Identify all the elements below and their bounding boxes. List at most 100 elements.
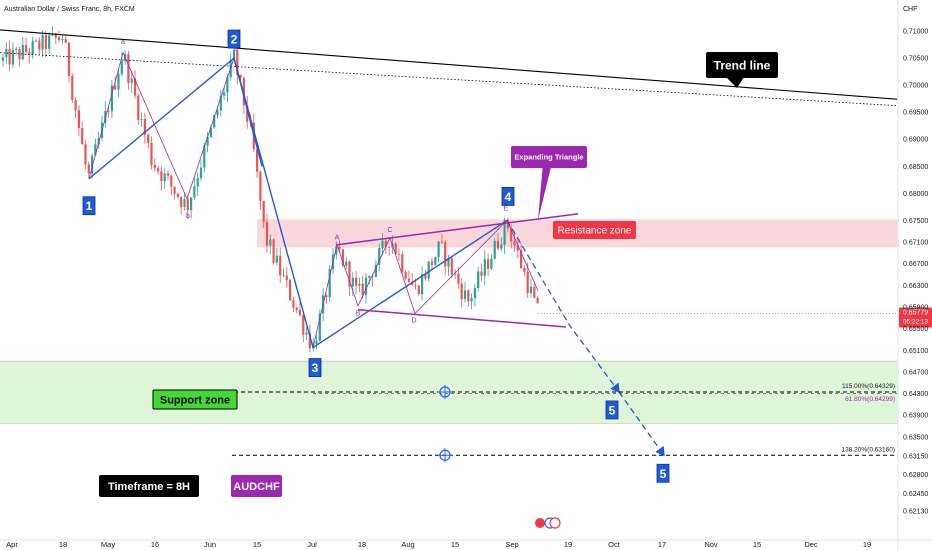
candle-body bbox=[232, 50, 236, 60]
chart-title: Australian Dollar / Swiss Franc, 8h, FXC… bbox=[4, 6, 135, 13]
candle-body bbox=[325, 295, 328, 298]
candle-body bbox=[226, 77, 229, 93]
candle-body bbox=[209, 127, 212, 137]
candle-body bbox=[348, 261, 351, 287]
candle-body bbox=[81, 128, 84, 145]
candle-body bbox=[74, 99, 77, 111]
candle-body bbox=[351, 277, 354, 287]
trend-line-callout-text: Trend line bbox=[714, 58, 771, 72]
fib-marker-icon bbox=[438, 448, 452, 463]
candle-body bbox=[345, 261, 348, 267]
candle-body bbox=[355, 277, 358, 286]
candle-body bbox=[117, 74, 120, 90]
candle-body bbox=[483, 259, 486, 276]
candle-body bbox=[54, 33, 57, 38]
resistance-label-text: Resistance zone bbox=[558, 226, 632, 237]
candle-body bbox=[94, 144, 97, 156]
candle-body bbox=[25, 44, 28, 52]
candle-body bbox=[41, 34, 44, 50]
candle-body bbox=[440, 241, 443, 243]
x-tick-label: Jul bbox=[307, 540, 317, 549]
candle-body bbox=[133, 78, 137, 96]
candle-body bbox=[153, 164, 156, 169]
candle-body bbox=[199, 167, 203, 179]
candle-body bbox=[496, 240, 500, 249]
candle-body bbox=[143, 119, 146, 135]
candle-body bbox=[500, 244, 503, 249]
y-tick-label: 0.62800 bbox=[903, 472, 928, 479]
candle-body bbox=[520, 250, 523, 268]
projection-wave5-second bbox=[618, 391, 665, 457]
candle-body bbox=[414, 285, 417, 286]
candle-body bbox=[305, 332, 308, 335]
candle-body bbox=[526, 271, 529, 294]
candle-body bbox=[11, 49, 14, 65]
x-axis: Apr 18 May 16 Jun 15 Jul 18 Aug 15 Sep 19 Oct 17 Nov 15… bbox=[0, 539, 932, 549]
x-tick-label: 17 bbox=[658, 540, 666, 549]
y-tick-label: 0.70000 bbox=[903, 83, 928, 90]
candle-body bbox=[295, 307, 298, 311]
y-tick-label: 0.62450 bbox=[903, 491, 928, 498]
candle-body bbox=[298, 310, 302, 315]
candle-body bbox=[503, 219, 506, 245]
candle-body bbox=[467, 290, 470, 302]
candle-body bbox=[529, 286, 533, 294]
x-tick-label: Oct bbox=[608, 540, 621, 549]
y-tick-label: 0.69500 bbox=[903, 110, 928, 117]
candle-body bbox=[480, 271, 483, 276]
candle-body bbox=[437, 241, 440, 258]
candle-body bbox=[114, 85, 117, 90]
candle-body bbox=[206, 136, 209, 146]
candle-body bbox=[444, 242, 447, 267]
candle-body bbox=[454, 273, 457, 275]
candle-body bbox=[180, 197, 183, 208]
candle-body bbox=[364, 277, 368, 295]
candle-body bbox=[48, 35, 51, 49]
sub-wave-label-a: A bbox=[335, 235, 340, 242]
fib-618-label: 61.80%(0.64299) bbox=[845, 396, 895, 403]
candle-body bbox=[516, 245, 519, 251]
candle-body bbox=[279, 255, 282, 276]
candle-body bbox=[107, 110, 110, 112]
candle-body bbox=[18, 49, 21, 60]
wave-3-label: 3 bbox=[312, 361, 319, 375]
candle-body bbox=[87, 164, 90, 174]
x-tick-label: Aug bbox=[401, 540, 414, 549]
candle-body bbox=[394, 243, 397, 254]
y-tick-label: 0.71000 bbox=[903, 29, 928, 36]
candle-body bbox=[430, 261, 434, 266]
candle-body bbox=[157, 168, 160, 172]
candle-body bbox=[460, 283, 463, 300]
y-tick-label: 0.66300 bbox=[903, 283, 928, 290]
trend-line-dotted bbox=[0, 52, 898, 107]
candle-body bbox=[173, 186, 176, 194]
candle-body bbox=[397, 253, 401, 255]
candle-body bbox=[28, 51, 31, 55]
wave-4-badge bbox=[501, 187, 515, 206]
symbol-callout-box bbox=[231, 475, 282, 497]
candle-body bbox=[285, 275, 288, 281]
last-price-value: 0.65779 bbox=[903, 310, 928, 317]
x-tick-label: 18 bbox=[358, 540, 366, 549]
candle-body bbox=[196, 178, 199, 187]
candle-body bbox=[473, 288, 476, 299]
candle-body bbox=[407, 278, 410, 283]
wave-1-badge bbox=[82, 196, 96, 216]
sub-wave-label-e: E bbox=[504, 205, 509, 212]
sub-wave-label-a: a bbox=[121, 39, 125, 46]
fib-marker-icon bbox=[438, 385, 452, 400]
y-tick-label: 0.63150 bbox=[903, 453, 928, 460]
support-label-box bbox=[152, 389, 238, 410]
candle-body bbox=[176, 193, 179, 198]
candle-body bbox=[61, 39, 64, 41]
sub-wave-label-c: C bbox=[387, 227, 392, 234]
candle-body bbox=[246, 105, 249, 122]
last-price-badge bbox=[899, 307, 932, 328]
candle-body bbox=[186, 199, 189, 211]
y-tick-label: 0.70500 bbox=[903, 56, 928, 63]
candle-body bbox=[378, 247, 381, 265]
wave-5-label: 5 bbox=[660, 467, 667, 481]
candle-body bbox=[160, 171, 163, 182]
wave-3-badge bbox=[308, 358, 322, 377]
candle-body bbox=[341, 249, 344, 267]
